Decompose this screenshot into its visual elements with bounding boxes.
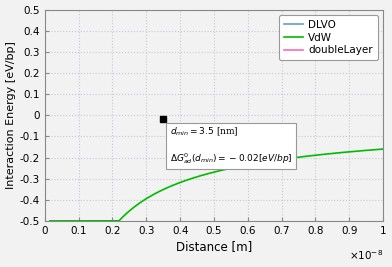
VdW [47, 219, 52, 222]
Text: $d_{min} = 3.5$ [nm]

$\Delta G^0_{ad}(d_{min}) = -0.02[eV/bp]$: $d_{min} = 3.5$ [nm] $\Delta G^0_{ad}(d_… [170, 126, 293, 166]
VdW [245, 163, 249, 167]
VdW [64, 219, 69, 222]
VdW [381, 147, 385, 151]
VdW [312, 154, 317, 157]
Legend: DLVO, VdW, doubleLayer: DLVO, VdW, doubleLayer [279, 15, 378, 60]
Y-axis label: Interaction Energy [eV/bp]: Interaction Energy [eV/bp] [5, 41, 16, 189]
VdW [259, 161, 264, 164]
Text: $\times 10^{-8}$: $\times 10^{-8}$ [349, 248, 383, 262]
X-axis label: Distance [m]: Distance [m] [176, 240, 252, 253]
VdW [295, 156, 299, 159]
VdW [168, 185, 173, 188]
Line: VdW: VdW [50, 149, 383, 221]
